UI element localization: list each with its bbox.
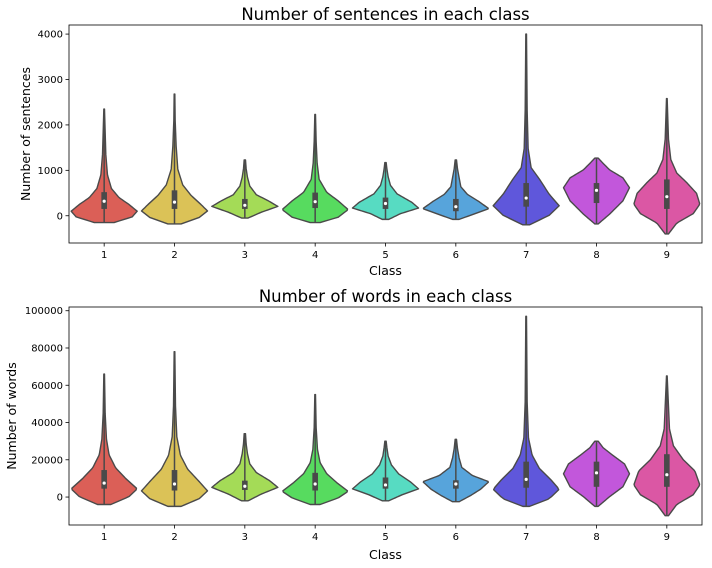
violin-median-dot <box>665 195 669 199</box>
x-tick-label: 8 <box>593 250 599 261</box>
violin-iqr-box <box>664 454 670 487</box>
y-tick-label: 1000 <box>38 166 63 177</box>
ticks-group: 0 1000 2000 3000 4000 1 2 3 4 5 6 7 8 9 <box>38 30 670 261</box>
x-tick-label: 9 <box>664 532 670 543</box>
violin-median-dot <box>665 473 669 477</box>
x-tick-label: 6 <box>453 532 459 543</box>
x-tick-label: 6 <box>453 250 459 261</box>
y-tick-label: 2000 <box>38 120 63 131</box>
violin-median-dot <box>102 481 106 485</box>
violin-median-dot <box>313 482 317 486</box>
violin-median-dot <box>243 203 247 207</box>
x-axis-label: Class <box>369 263 402 278</box>
x-tick-label: 4 <box>312 250 318 261</box>
x-tick-label: 8 <box>593 532 599 543</box>
violin-median-dot <box>172 482 177 486</box>
y-tick-label: 60000 <box>31 381 63 392</box>
violin-iqr-box <box>101 470 107 489</box>
violin-iqr-box <box>382 477 389 489</box>
sentences-violin-chart: Number of sentences in each class 0 1000 2… <box>18 5 703 278</box>
x-tick-label: 5 <box>382 250 388 261</box>
y-tick-label: 40000 <box>31 418 63 429</box>
y-axis-label: Number of sentences <box>18 67 33 201</box>
y-tick-label: 0 <box>57 493 63 504</box>
y-tick-label: 0 <box>57 211 63 222</box>
x-axis-label: Class <box>369 547 402 562</box>
x-tick-label: 9 <box>664 250 670 261</box>
violin-median-dot <box>594 471 599 475</box>
violin-median-dot <box>454 482 458 486</box>
violin-median-dot <box>524 196 528 200</box>
y-axis-label: Number of words <box>4 362 19 469</box>
y-tick-label: 20000 <box>31 455 63 466</box>
violin-iqr-box <box>664 179 670 209</box>
violin-iqr-box <box>312 472 318 491</box>
y-tick-label: 4000 <box>38 30 63 41</box>
violin-median-dot <box>524 477 528 481</box>
violin-median-dot <box>454 205 458 209</box>
violin-iqr-box <box>171 190 178 209</box>
x-tick-label: 4 <box>312 532 318 543</box>
chart-title: Number of words in each class <box>259 287 512 306</box>
x-tick-label: 7 <box>523 532 529 543</box>
ticks-group: 0 20000 40000 60000 80000 100000 1 2 3 4 5 6 7 8 9 <box>25 306 670 543</box>
x-tick-label: 5 <box>382 532 388 543</box>
y-tick-label: 80000 <box>31 343 63 354</box>
words-violin-chart: Number of words in each class 0 20000 4000… <box>4 287 703 562</box>
x-tick-label: 2 <box>171 250 177 261</box>
x-tick-label: 1 <box>101 532 107 543</box>
violin-iqr-box <box>593 183 600 204</box>
x-tick-label: 3 <box>242 250 248 261</box>
x-tick-label: 2 <box>171 532 177 543</box>
x-tick-label: 7 <box>523 250 529 261</box>
violin-iqr-box <box>523 183 529 207</box>
x-tick-label: 3 <box>242 532 248 543</box>
violin-median-dot <box>102 199 106 203</box>
violin-iqr-box <box>171 470 178 491</box>
violin-iqr-box <box>523 461 529 488</box>
x-tick-label: 1 <box>101 250 107 261</box>
chart-title: Number of sentences in each class <box>241 5 529 24</box>
violin-median-dot <box>172 200 177 204</box>
violins-group <box>70 33 701 235</box>
violin-median-dot <box>243 484 247 488</box>
violin-median-dot <box>313 200 317 204</box>
y-tick-label: 100000 <box>25 306 63 317</box>
y-tick-label: 3000 <box>38 75 63 86</box>
violins-group <box>71 315 701 517</box>
violin-median-dot <box>383 483 388 487</box>
violin-median-dot <box>383 201 388 206</box>
violin-median-dot <box>594 188 599 192</box>
